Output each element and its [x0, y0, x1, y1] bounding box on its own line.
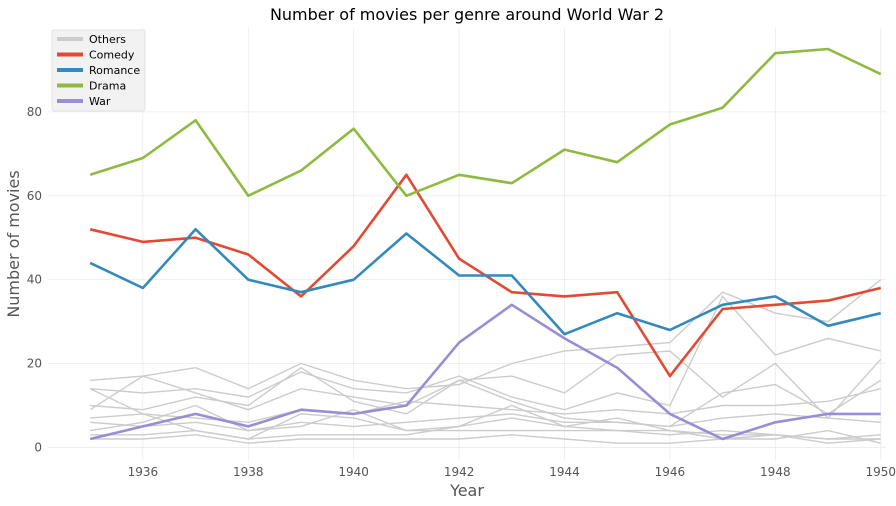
legend-box — [51, 29, 146, 112]
x-tick-label: 1950 — [865, 465, 896, 479]
legend-label: Comedy — [89, 49, 135, 62]
x-tick-label: 1942 — [444, 465, 475, 479]
x-tick-label: 1940 — [338, 465, 369, 479]
legend-entries: Others Comedy Romance Drama War — [57, 33, 140, 108]
legend-label: War — [89, 95, 111, 108]
others-series-line — [90, 404, 881, 440]
x-axis-label: Year — [449, 481, 484, 500]
legend-label: Others — [89, 33, 126, 46]
series-line-romance — [89, 228, 882, 336]
legend: Others Comedy Romance Drama War — [51, 29, 146, 112]
series-line-drama — [89, 47, 882, 198]
y-tick-label: 60 — [27, 189, 42, 203]
x-tick-label: 1938 — [233, 465, 264, 479]
others-series-line — [90, 295, 881, 411]
y-axis-ticks: 0 20 40 60 80 — [27, 105, 42, 455]
x-axis-ticks: 1936 1938 1940 1942 1944 1946 1948 1950 — [128, 465, 896, 479]
others-lines — [89, 279, 882, 444]
legend-label: Romance — [89, 64, 140, 77]
x-tick-label: 1936 — [128, 465, 159, 479]
others-series-line — [90, 417, 881, 444]
others-series-line — [89, 375, 882, 428]
y-tick-label: 20 — [27, 357, 42, 371]
legend-label: Drama — [89, 80, 126, 93]
series-line-war — [89, 303, 881, 441]
y-axis-label: Number of movies — [4, 170, 23, 317]
y-tick-label: 80 — [27, 105, 42, 119]
y-tick-label: 0 — [34, 440, 42, 454]
chart-title: Number of movies per genre around World … — [270, 5, 664, 24]
x-tick-label: 1944 — [549, 465, 580, 479]
others-series-line — [90, 279, 882, 390]
others-series-line — [90, 434, 881, 444]
x-tick-label: 1948 — [760, 465, 791, 479]
series-lines — [89, 47, 882, 441]
plot-area — [48, 28, 886, 460]
y-tick-label: 40 — [27, 273, 42, 287]
x-tick-label: 1946 — [655, 465, 686, 479]
grid — [48, 28, 886, 460]
